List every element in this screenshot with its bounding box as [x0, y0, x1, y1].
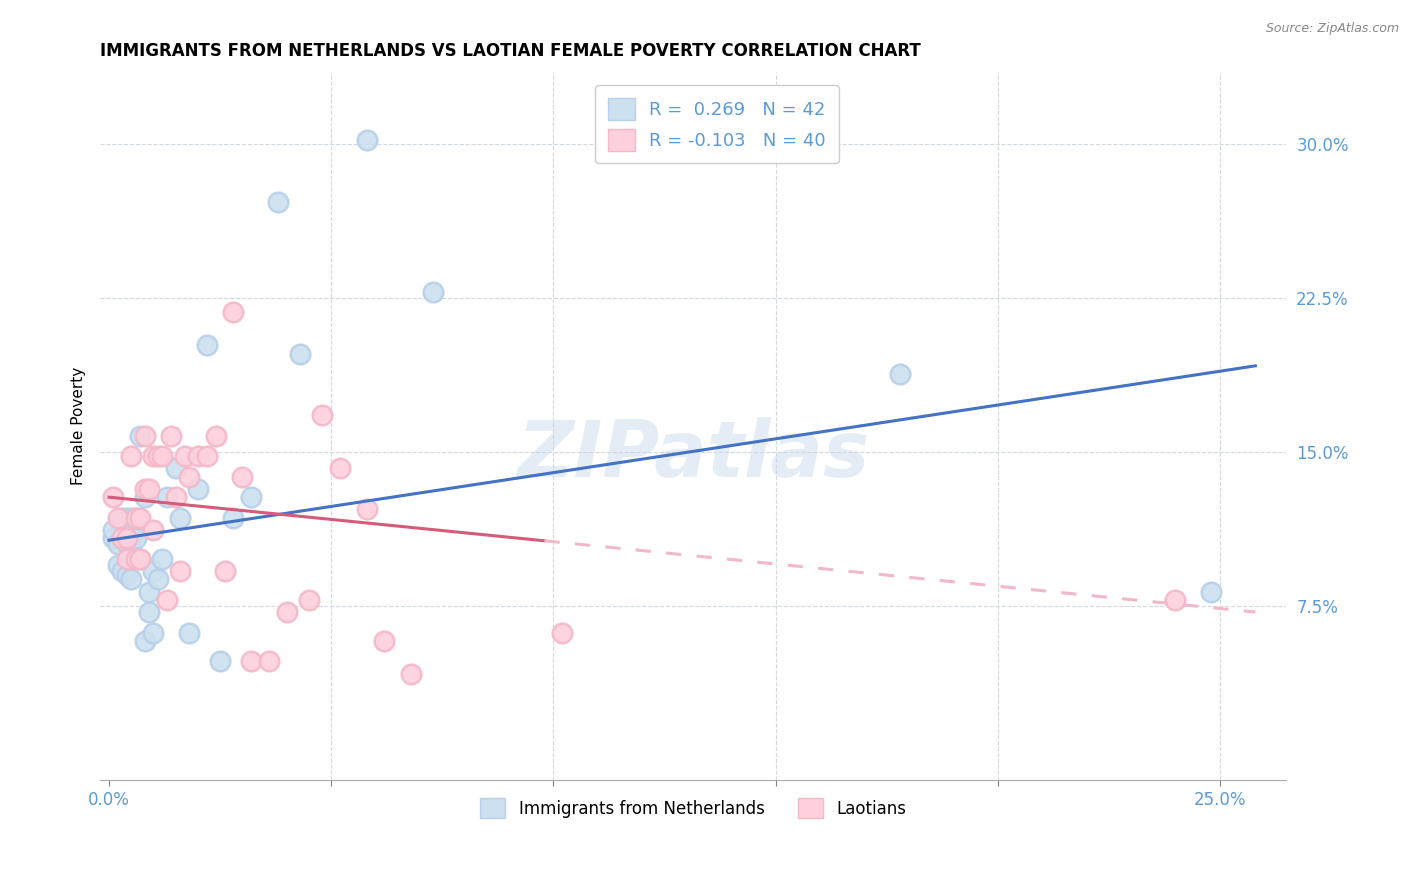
Point [142, 523, 165, 537]
Point [129, 551, 152, 566]
Point [107, 510, 129, 524]
Text: IMMIGRANTS FROM NETHERLANDS VS LAOTIAN FEMALE POVERTY CORRELATION CHART: IMMIGRANTS FROM NETHERLANDS VS LAOTIAN F… [100, 42, 921, 60]
Point [156, 592, 179, 607]
Point [124, 531, 146, 545]
Point [120, 572, 142, 586]
Point [204, 428, 226, 442]
Point [373, 633, 395, 648]
Point [107, 537, 129, 551]
Point [134, 490, 156, 504]
Point [195, 338, 218, 352]
Point [329, 461, 352, 475]
Point [115, 510, 138, 524]
Point [356, 133, 378, 147]
Text: ZIPatlas: ZIPatlas [517, 417, 869, 492]
Point [257, 654, 280, 668]
Point [160, 428, 183, 442]
Point [165, 461, 187, 475]
Point [103, 531, 125, 545]
Point [111, 531, 134, 545]
Point [276, 605, 298, 619]
Point [115, 568, 138, 582]
Point [177, 469, 200, 483]
Point [103, 490, 125, 504]
Point [222, 510, 245, 524]
Point [209, 654, 232, 668]
Point [165, 490, 187, 504]
Point [129, 551, 152, 566]
Point [222, 305, 245, 319]
Legend: Immigrants from Netherlands, Laotians: Immigrants from Netherlands, Laotians [474, 791, 912, 825]
Point [288, 346, 311, 360]
Point [422, 285, 444, 299]
Point [150, 449, 173, 463]
Point [138, 584, 160, 599]
Point [311, 408, 333, 422]
Point [111, 564, 134, 578]
Point [240, 654, 263, 668]
Point [146, 572, 169, 586]
Point [156, 490, 179, 504]
Point [120, 510, 142, 524]
Point [124, 551, 146, 566]
Point [115, 531, 138, 545]
Point [134, 482, 156, 496]
Point [129, 428, 152, 442]
Point [150, 551, 173, 566]
Point [187, 482, 209, 496]
Point [146, 449, 169, 463]
Point [107, 558, 129, 572]
Point [124, 551, 146, 566]
Point [111, 510, 134, 524]
Point [142, 625, 165, 640]
Point [267, 194, 290, 209]
Point [142, 449, 165, 463]
Point [115, 551, 138, 566]
Point [399, 666, 422, 681]
Point [124, 510, 146, 524]
Point [103, 523, 125, 537]
Point [124, 510, 146, 524]
Point [231, 469, 253, 483]
Point [173, 449, 195, 463]
Point [120, 551, 142, 566]
Point [889, 367, 911, 381]
Point [169, 564, 191, 578]
Point [111, 531, 134, 545]
Point [120, 449, 142, 463]
Point [120, 531, 142, 545]
Point [177, 625, 200, 640]
Point [240, 490, 263, 504]
Point [1199, 584, 1222, 599]
Point [298, 592, 321, 607]
Point [195, 449, 218, 463]
Y-axis label: Female Poverty: Female Poverty [72, 368, 86, 485]
Point [551, 625, 574, 640]
Point [129, 510, 152, 524]
Point [115, 537, 138, 551]
Point [1164, 592, 1187, 607]
Point [134, 428, 156, 442]
Point [169, 510, 191, 524]
Point [138, 482, 160, 496]
Point [187, 449, 209, 463]
Text: Source: ZipAtlas.com: Source: ZipAtlas.com [1265, 22, 1399, 36]
Point [214, 564, 236, 578]
Point [134, 633, 156, 648]
Point [138, 605, 160, 619]
Point [142, 564, 165, 578]
Point [356, 502, 378, 516]
